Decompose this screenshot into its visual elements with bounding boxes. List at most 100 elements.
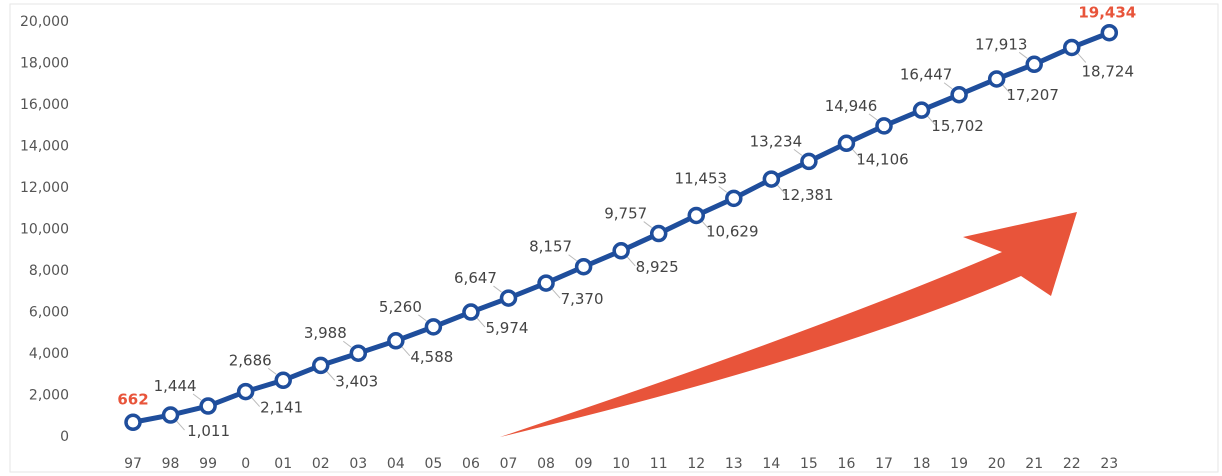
data-label: 17,207 — [1006, 86, 1059, 104]
label-leader-line — [493, 285, 502, 293]
label-leader-line — [776, 184, 786, 195]
data-point-marker — [349, 344, 368, 362]
data-label: 662 — [117, 390, 148, 408]
data-point-marker — [424, 318, 443, 336]
label-leader-line — [852, 148, 861, 159]
label-leader-line — [1018, 51, 1028, 59]
data-point-marker — [199, 397, 217, 415]
label-leader-line — [326, 371, 336, 381]
y-tick-label: 4,000 — [29, 346, 69, 362]
x-tick-label: 10 — [612, 456, 630, 472]
data-point-marker — [687, 206, 705, 225]
x-tick-label: 22 — [1063, 456, 1081, 472]
data-point-marker — [762, 170, 781, 188]
x-tick-label: 11 — [650, 456, 668, 472]
x-tick-label: 14 — [762, 456, 780, 472]
x-tick-label: 98 — [162, 456, 180, 472]
data-label: 17,913 — [975, 35, 1028, 53]
label-leader-line — [868, 113, 878, 121]
x-tick-label: 97 — [124, 456, 142, 472]
label-leader-line — [626, 256, 636, 267]
data-label: 11,453 — [675, 169, 728, 187]
x-tick-label: 04 — [387, 456, 405, 472]
data-label: 14,106 — [856, 150, 909, 168]
y-tick-label: 8,000 — [29, 263, 69, 279]
y-tick-label: 12,000 — [20, 180, 69, 196]
data-label: 3,988 — [304, 324, 347, 342]
data-point-marker — [612, 242, 630, 260]
data-label: 3,403 — [335, 372, 378, 390]
y-tick-label: 20,000 — [20, 14, 69, 30]
x-tick-label: 19 — [950, 456, 968, 472]
data-point-marker — [875, 117, 893, 135]
data-label: 8,925 — [636, 258, 679, 276]
data-point-marker — [124, 413, 142, 432]
label-leader-line — [551, 288, 561, 299]
trend-arrow — [500, 212, 1077, 437]
data-point-marker — [537, 274, 555, 292]
data-label: 4,588 — [410, 348, 453, 366]
label-leader-line — [192, 393, 202, 401]
y-tick-label: 14,000 — [20, 139, 69, 155]
label-leader-line — [927, 115, 936, 126]
data-label: 7,370 — [561, 290, 604, 308]
data-point-marker — [800, 152, 818, 171]
data-point-marker — [1100, 23, 1119, 42]
x-tick-label: 08 — [537, 456, 555, 472]
data-point-marker — [649, 224, 668, 243]
data-point-marker — [161, 406, 180, 424]
data-label: 18,724 — [1082, 62, 1135, 80]
x-tick-label: 12 — [687, 456, 705, 472]
x-tick-label: 16 — [838, 456, 856, 472]
label-leader-line — [267, 367, 277, 375]
data-point-marker — [462, 303, 480, 321]
data-label: 15,702 — [931, 117, 984, 135]
data-label: 19,434 — [1078, 4, 1136, 22]
label-leader-line — [643, 221, 653, 228]
x-tick-label: 01 — [274, 456, 292, 472]
x-tick-label: 09 — [575, 456, 593, 472]
data-label: 1,011 — [187, 422, 230, 440]
label-leader-line — [718, 185, 728, 193]
data-point-marker — [912, 101, 931, 119]
data-point-marker — [987, 70, 1006, 88]
label-leader-line — [418, 314, 427, 322]
x-tick-label: 05 — [424, 456, 442, 472]
data-label: 13,234 — [750, 132, 803, 150]
data-point-marker — [312, 356, 330, 375]
x-tick-label: 17 — [875, 456, 893, 472]
x-tick-label: 13 — [725, 456, 743, 472]
data-label: 16,447 — [900, 66, 953, 84]
y-axis: 0 2,000 4,000 6,000 8,000 10,000 12,000 14,000 1… — [20, 14, 69, 445]
x-tick-label: 21 — [1025, 456, 1043, 472]
data-label: 1,444 — [154, 377, 197, 395]
x-tick-label: 20 — [988, 456, 1006, 472]
x-tick-label: 07 — [500, 456, 518, 472]
y-tick-label: 18,000 — [20, 56, 69, 72]
y-tick-label: 6,000 — [29, 305, 69, 321]
label-leader-line — [401, 346, 411, 357]
label-leader-line — [943, 82, 953, 90]
label-leader-line — [176, 420, 185, 431]
data-label: 5,260 — [379, 298, 422, 316]
x-tick-label: 0 — [241, 456, 250, 472]
label-leader-line — [1002, 84, 1012, 95]
data-point-marker — [1063, 38, 1081, 57]
data-labels: 662 1,011 1,444 2,141 2,686 3,403 3,988 4,588 5,… — [117, 4, 1136, 440]
x-tick-label: 03 — [349, 456, 367, 472]
data-point-marker — [1025, 55, 1043, 74]
y-tick-label: 16,000 — [20, 97, 69, 113]
y-tick-label: 10,000 — [20, 222, 69, 238]
x-tick-label: 18 — [913, 456, 931, 472]
x-tick-label: 02 — [312, 456, 330, 472]
label-leader-line — [251, 397, 261, 407]
data-label: 2,141 — [260, 399, 303, 417]
data-label: 6,647 — [454, 269, 497, 287]
label-leader-line — [793, 148, 803, 156]
y-tick-label: 2,000 — [29, 388, 69, 404]
data-point-marker — [725, 189, 743, 208]
x-tick-label: 23 — [1100, 456, 1118, 472]
data-point-marker — [574, 257, 593, 276]
markers — [124, 23, 1119, 432]
